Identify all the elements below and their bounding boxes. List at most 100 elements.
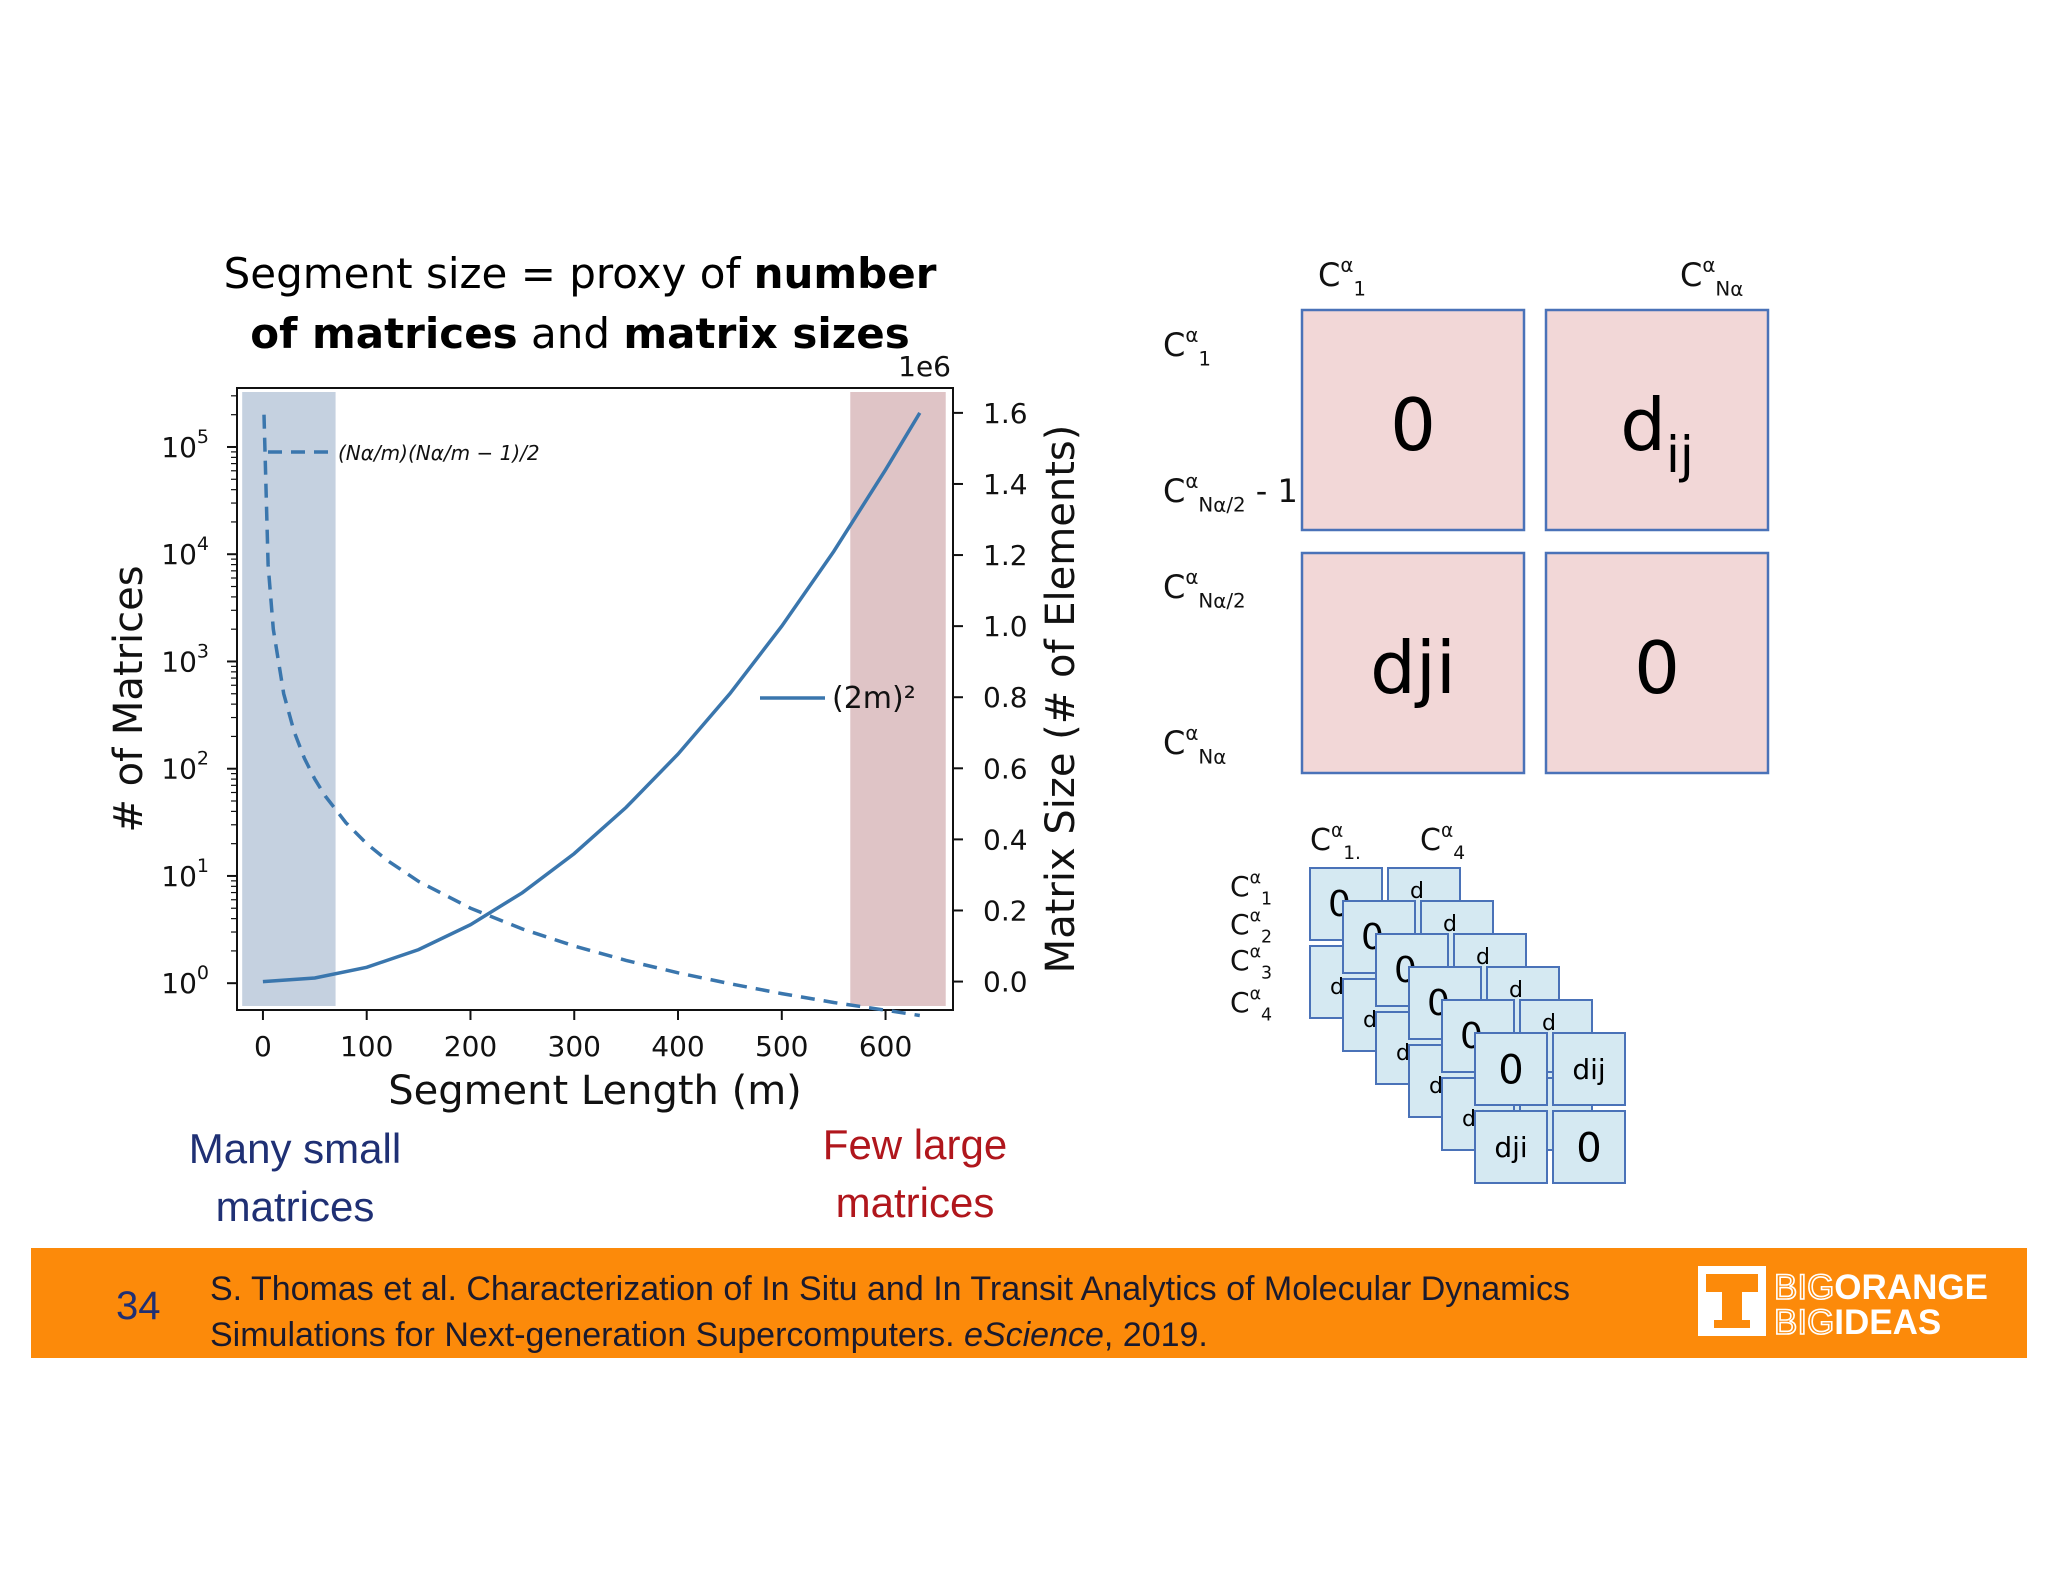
series-line-matrix-size xyxy=(262,411,922,984)
big-matrix-cell-sub-1: ij xyxy=(1666,426,1694,484)
big-row-label-3-sub: Nα xyxy=(1198,746,1226,769)
small-front-cell-text-2: dji xyxy=(1494,1131,1527,1164)
logo-line1-b: ORANGE xyxy=(1834,1268,1988,1307)
y-right-tick-label-0.4: 0.4 xyxy=(983,823,1028,856)
y-right-tick-label-1.0: 1.0 xyxy=(983,610,1028,643)
right-scale-label: 1e6 xyxy=(898,350,951,383)
small-row-label-3-sup: α xyxy=(1250,984,1261,1004)
small-matrix-cell xyxy=(1552,1032,1626,1106)
big-matrix-cell-text-0: 0 xyxy=(1390,383,1436,467)
x-tick-label-300: 300 xyxy=(548,1030,601,1063)
label-many-small-matrices: Many small matrices xyxy=(160,1120,430,1236)
logo-line1-a: BIG xyxy=(1774,1268,1834,1307)
small-partial-glyph: d xyxy=(1542,1011,1556,1036)
x-tick-label-100: 100 xyxy=(340,1030,393,1063)
label-few-line1: Few large xyxy=(822,1121,1008,1168)
page-number: 34 xyxy=(116,1284,161,1328)
big-row-label-2-sub: Nα/2 xyxy=(1198,590,1245,613)
citation-line2: Simulations for Next-generation Supercom… xyxy=(210,1312,1570,1358)
x-tick-label-0: 0 xyxy=(254,1030,272,1063)
x-tick-label-200: 200 xyxy=(444,1030,497,1063)
small-row-label-2: Cα3 xyxy=(1230,942,1272,983)
big-row-label-0-sub: 1 xyxy=(1198,348,1211,371)
small-row-label-0: Cα1 xyxy=(1230,868,1272,909)
small-front-cell-text-0: 0 xyxy=(1498,1047,1523,1093)
y-right-tick-label-1.6: 1.6 xyxy=(983,397,1028,430)
citation-line2-a: Simulations for Next-generation Supercom… xyxy=(210,1316,965,1354)
small-row-label-3-sub: 4 xyxy=(1261,1005,1272,1025)
plot-frame xyxy=(236,387,954,1011)
citation-line2-b: , 2019. xyxy=(1103,1316,1208,1354)
small-col-label-4-sup: α xyxy=(1441,821,1453,842)
small-matrix-cell xyxy=(1552,1110,1626,1184)
title-bold2: matrix sizes xyxy=(623,309,910,358)
big-col-label-1: Cα1 xyxy=(1318,254,1366,301)
y-left-tick-sup-5: 5 xyxy=(197,426,209,448)
label-many-line1: Many small xyxy=(188,1125,402,1172)
svg-text:BIGORANGE: BIGORANGE xyxy=(1774,1268,1988,1307)
shaded-region-many-small xyxy=(242,392,336,1006)
small-partial-glyph: d xyxy=(1363,1008,1377,1033)
small-row-label-1-sub: 2 xyxy=(1261,927,1272,947)
big-col-label-1-sup: α xyxy=(1340,254,1353,277)
big-row-label-3-sup: α xyxy=(1185,722,1198,745)
small-col-label-1-sub: 1. xyxy=(1343,843,1361,864)
small-col-label-4: Cα4 xyxy=(1420,821,1465,865)
big-matrix-cell-2 xyxy=(1300,551,1526,775)
y-right-tick-label-0.8: 0.8 xyxy=(983,681,1028,714)
big-matrix-cell-0 xyxy=(1300,308,1526,532)
y-left-tick-sup-4: 4 xyxy=(197,533,209,555)
y-left-tick-label-2: 102 xyxy=(161,748,209,786)
y-left-tick-sup-1: 1 xyxy=(197,855,209,877)
logo-line2-b: IDEAS xyxy=(1834,1303,1941,1338)
small-row-label-0-sub: 1 xyxy=(1261,889,1272,909)
small-partial-glyph: d xyxy=(1476,945,1490,970)
big-row-label-0-sup: α xyxy=(1185,324,1198,347)
small-row-label-0-sup: α xyxy=(1250,868,1261,888)
y-left-tick-label-0: 100 xyxy=(161,962,209,1000)
y-left-tick-sup-0: 0 xyxy=(197,962,209,984)
small-row-label-3: Cα4 xyxy=(1230,984,1272,1025)
small-col-label-1-sup: α xyxy=(1331,821,1343,842)
y-left-tick-sup-3: 3 xyxy=(197,640,209,662)
small-front-cell-text-1: dij xyxy=(1572,1053,1605,1086)
x-tick-label-500: 500 xyxy=(755,1030,808,1063)
x-tick-label-600: 600 xyxy=(859,1030,912,1063)
small-row-label-1: Cα2 xyxy=(1230,906,1272,947)
label-few-line2: matrices xyxy=(835,1179,995,1226)
x-axis-label: Segment Length (m) xyxy=(388,1068,802,1114)
small-row-label-2-sub: 3 xyxy=(1261,963,1272,983)
small-row-label-2-sup: α xyxy=(1250,942,1261,962)
big-row-label-1-sup: α xyxy=(1185,470,1198,493)
logo-line2-a: BIG xyxy=(1774,1303,1834,1338)
title-bold1: number of matrices xyxy=(250,249,937,358)
small-partial-glyph: d xyxy=(1410,879,1424,904)
big-matrix-cell-text-2: dji xyxy=(1370,626,1456,710)
big-row-label-1-suffix: - 1 xyxy=(1246,472,1298,510)
slide-title: Segment size = proxy of number of matric… xyxy=(200,244,960,364)
legend-num-matrices-label: (Nα/m)(Nα/m − 1)/2 xyxy=(338,441,540,465)
y-left-axis-label: # of Matrices xyxy=(106,565,152,832)
big-orange-big-ideas-logo: BIGORANGE BIGIDEAS xyxy=(1698,1266,1988,1338)
y-left-tick-label-4: 104 xyxy=(161,533,209,571)
big-row-label-1: CαNα/2 - 1 xyxy=(1163,470,1298,517)
legend-matrix-size-label: (2m)² xyxy=(832,681,916,716)
big-row-label-0: Cα1 xyxy=(1163,324,1211,371)
big-row-label-1-sub: Nα/2 xyxy=(1198,494,1245,517)
y-left-tick-label-5: 105 xyxy=(161,426,209,464)
small-partial-glyph: d xyxy=(1396,1041,1410,1066)
citation: S. Thomas et al. Characterization of In … xyxy=(210,1266,1570,1358)
shaded-region-few-large xyxy=(850,392,946,1006)
x-tick-label-400: 400 xyxy=(651,1030,704,1063)
label-few-large-matrices: Few large matrices xyxy=(780,1116,1050,1232)
y-left-tick-sup-2: 2 xyxy=(197,748,209,770)
power-t-icon xyxy=(1706,1274,1758,1328)
big-matrix-cell-1 xyxy=(1544,308,1770,532)
series-line-num-matrices xyxy=(262,414,921,1018)
small-partial-glyph: d xyxy=(1330,975,1344,1000)
small-col-label-1: Cα1. xyxy=(1310,821,1361,865)
small-matrix-layer-5: 0 dij dji 0 xyxy=(1474,1032,1626,1184)
big-col-label-n: CαNα xyxy=(1680,254,1743,301)
label-many-line2: matrices xyxy=(215,1183,375,1230)
